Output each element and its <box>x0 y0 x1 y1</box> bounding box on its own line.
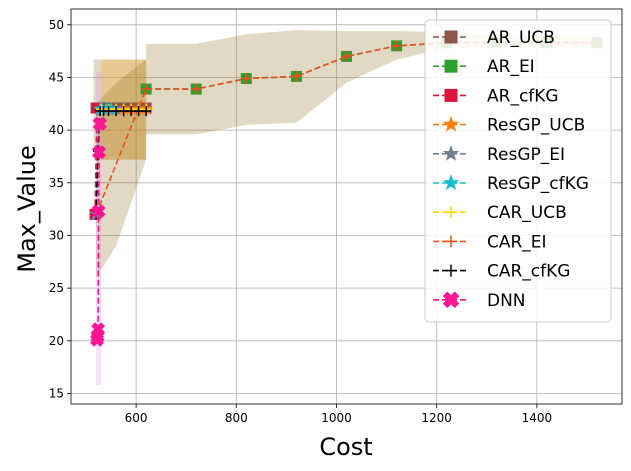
legend-item-resgp-ei: ResGP_EI <box>433 145 565 165</box>
legend-marker <box>442 145 460 161</box>
legend-label: ResGP_UCB <box>487 116 585 136</box>
dnn-point <box>93 116 107 131</box>
legend-item-car-ucb: CAR_UCB <box>433 203 567 223</box>
dnn-point <box>92 145 106 160</box>
x-tick-label: 1000 <box>321 411 352 425</box>
x-axis-title: Cost <box>319 433 372 461</box>
legend-marker <box>442 115 460 132</box>
legend-marker <box>444 88 458 102</box>
legend-label: AR_cfKG <box>487 86 559 106</box>
legend-item-car-ei: CAR_EI <box>433 232 547 252</box>
legend-box <box>424 19 612 323</box>
y-tick-label: 45 <box>49 70 64 84</box>
legend-marker <box>444 59 458 73</box>
y-axis-title: Max_Value <box>13 145 41 273</box>
legend-item-ar-ei: AR_EI <box>433 57 535 77</box>
legend: AR_UCB AR_EI AR_cfKG ResGP_UCB ResGP_EI ResGP… <box>424 19 612 323</box>
series-dnn <box>90 116 107 347</box>
legend-label: ResGP_cfKG <box>487 174 589 194</box>
legend-label: AR_UCB <box>487 28 555 48</box>
legend-label: CAR_EI <box>487 232 547 252</box>
dnn-point <box>91 204 106 219</box>
axes: 600 800 1000 1200 1400 15 20 25 30 35 40 45 50 <box>49 8 623 425</box>
car-ei-point <box>191 84 202 95</box>
legend-marker <box>442 174 460 190</box>
car-ei-point <box>291 71 302 82</box>
band-ar-ei <box>146 30 597 135</box>
x-tick-label: 600 <box>125 411 148 425</box>
legend-item-ar-ucb: AR_UCB <box>433 28 555 48</box>
legend-item-resgp-ucb: ResGP_UCB <box>433 116 585 136</box>
legend-marker <box>444 30 458 44</box>
car-ei-point <box>341 51 352 62</box>
legend-marker <box>442 291 460 309</box>
legend-marker <box>445 235 457 248</box>
legend-label: CAR_cfKG <box>487 262 570 282</box>
y-tick-label: 15 <box>49 386 64 400</box>
legend-item-resgp-cfkg: ResGP_cfKG <box>433 174 589 194</box>
y-tick-label: 35 <box>49 176 64 190</box>
x-tick-label: 1200 <box>421 411 452 425</box>
car-cfkg-point <box>141 106 152 117</box>
legend-item-car-cfkg: CAR_cfKG <box>433 262 570 282</box>
x-tick-label: 800 <box>225 411 248 425</box>
y-tick-label: 50 <box>49 18 64 32</box>
y-tick-label: 40 <box>49 123 64 137</box>
car-ei-point <box>391 40 402 51</box>
legend-item-ar-cfkg: AR_cfKG <box>433 86 559 106</box>
legend-marker <box>445 264 457 277</box>
car-ei-point <box>241 73 252 84</box>
legend-item-dnn: DNN <box>433 291 526 311</box>
legend-marker <box>445 206 457 219</box>
legend-label: ResGP_EI <box>487 145 565 165</box>
plot-frame <box>70 8 623 405</box>
legend-label: AR_EI <box>487 57 535 77</box>
y-tick-label: 25 <box>49 281 64 295</box>
car-ei-point <box>141 84 152 95</box>
dnn-point <box>91 322 105 337</box>
x-tick-label: 1400 <box>522 411 553 425</box>
legend-label: DNN <box>487 291 526 311</box>
y-tick-label: 20 <box>49 334 64 348</box>
y-tick-label: 30 <box>49 228 64 242</box>
legend-label: CAR_UCB <box>487 203 567 223</box>
